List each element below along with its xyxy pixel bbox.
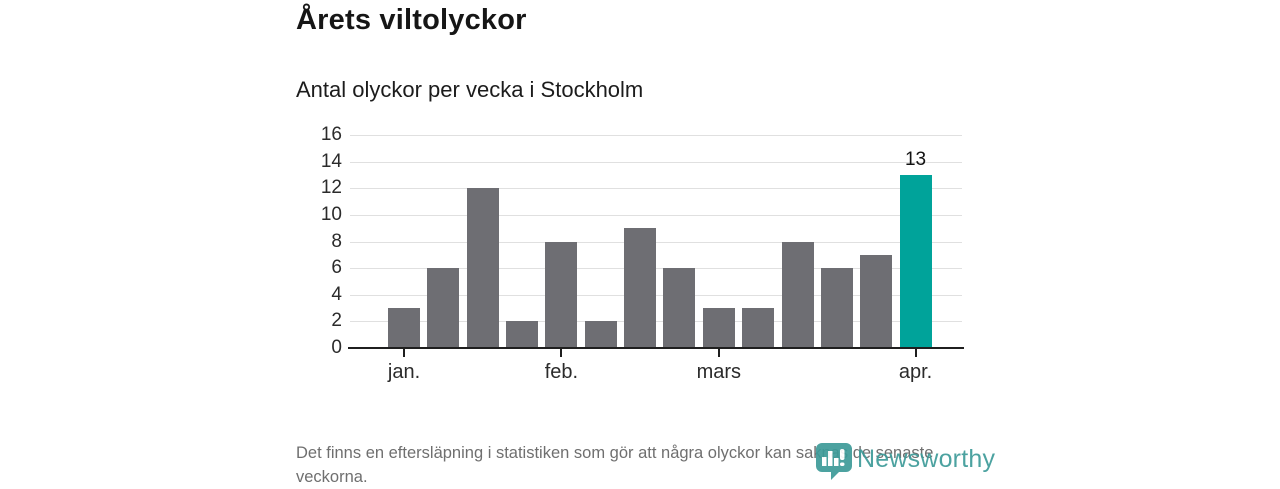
bar [506, 321, 539, 348]
plot-area: 13 jan. feb. mars apr. [348, 135, 964, 383]
bar [584, 321, 617, 348]
highlighted-bar [899, 174, 932, 348]
y-axis-label: 14 [320, 150, 342, 172]
bar [545, 241, 578, 348]
y-axis: 0 2 4 6 8 10 12 14 16 [300, 124, 342, 358]
bar-chart: 0 2 4 6 8 10 12 14 16 13 jan. feb. mars apr. [300, 124, 980, 395]
gridline [350, 161, 962, 163]
x-axis-tick [403, 349, 405, 357]
y-axis-label: 10 [320, 203, 342, 225]
bar [742, 308, 775, 348]
bar [702, 308, 735, 348]
y-axis-label: 6 [331, 257, 342, 279]
y-axis-label: 16 [320, 124, 342, 145]
gridline [350, 214, 962, 216]
bar-value-label: 13 [904, 148, 927, 170]
y-axis-label: 4 [331, 283, 342, 305]
x-axis-baseline [348, 347, 964, 349]
newsworthy-logo-icon [815, 442, 853, 485]
x-axis-tick [560, 349, 563, 357]
gridline [350, 188, 962, 190]
bar [781, 241, 814, 348]
newsworthy-logo-text: Newsworthy [857, 445, 996, 473]
gridline [350, 135, 962, 136]
y-axis-label: 12 [320, 177, 342, 199]
x-axis-tick [914, 349, 917, 357]
x-axis-label: feb. [544, 361, 579, 383]
newsworthy-logo: Newsworthy [815, 442, 995, 485]
y-axis-label: 8 [331, 230, 342, 252]
y-axis-label: 0 [331, 337, 342, 358]
bar [820, 268, 853, 348]
bar [427, 268, 460, 348]
x-axis-tick [717, 349, 720, 357]
x-axis-label: jan. [387, 361, 421, 383]
bar [860, 254, 893, 348]
page-title: Årets viltolyckor [296, 4, 527, 36]
bar [466, 188, 499, 348]
bar [388, 308, 420, 348]
x-axis-label: mars [696, 361, 742, 383]
bar [624, 228, 657, 348]
chart-subtitle: Antal olyckor per vecka i Stockholm [296, 77, 644, 102]
x-axis-label: apr. [898, 361, 933, 383]
bar [663, 268, 696, 348]
y-axis-label: 2 [331, 310, 342, 332]
